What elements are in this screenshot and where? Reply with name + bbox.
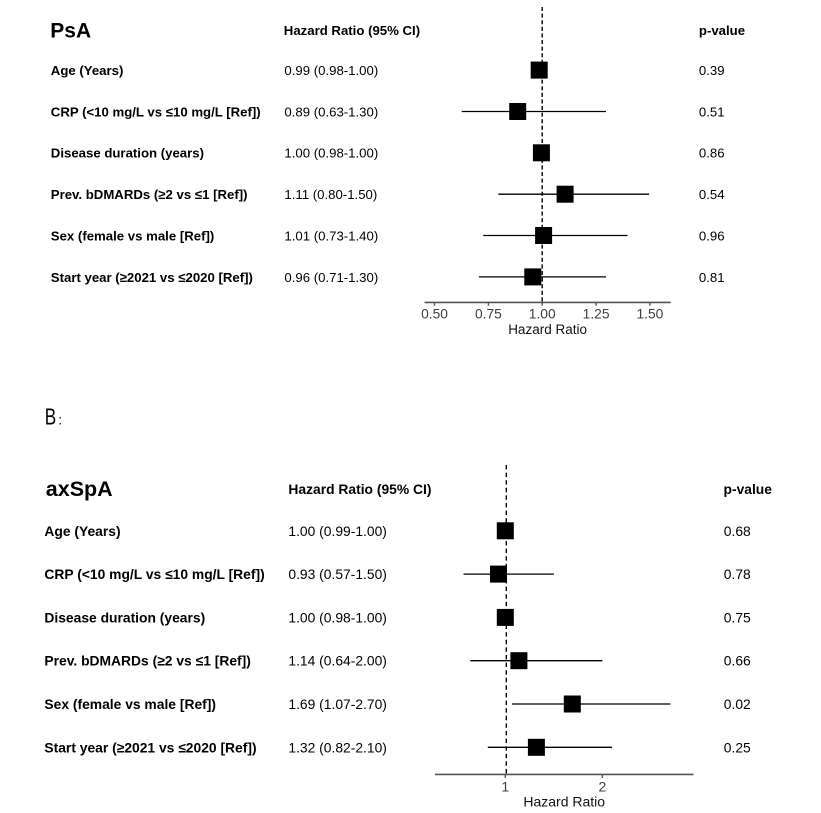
svg-text:0.78: 0.78 bbox=[724, 566, 751, 582]
svg-text:PsA: PsA bbox=[50, 19, 91, 42]
svg-text:Start year (≥2021 vs ≤2020 [Re: Start year (≥2021 vs ≤2020 [Ref]) bbox=[51, 270, 253, 285]
svg-text:0.51: 0.51 bbox=[699, 104, 725, 119]
svg-text:p-value: p-value bbox=[724, 481, 773, 497]
svg-text:0.39: 0.39 bbox=[699, 63, 725, 78]
svg-text:0.66: 0.66 bbox=[724, 653, 751, 669]
svg-text:1.01 (0.73-1.40): 1.01 (0.73-1.40) bbox=[284, 228, 378, 243]
svg-text:p-value: p-value bbox=[699, 23, 745, 38]
svg-text:Hazard Ratio: Hazard Ratio bbox=[523, 794, 605, 810]
svg-text:Hazard Ratio (95% CI): Hazard Ratio (95% CI) bbox=[288, 481, 431, 497]
svg-text:Prev. bDMARDs (≥2 vs ≤1 [Ref]): Prev. bDMARDs (≥2 vs ≤1 [Ref]) bbox=[44, 653, 251, 669]
svg-text:1.11 (0.80-1.50): 1.11 (0.80-1.50) bbox=[284, 187, 377, 202]
svg-text:0.81: 0.81 bbox=[699, 270, 725, 285]
svg-text:0.50: 0.50 bbox=[421, 307, 448, 322]
svg-text:0.99 (0.98-1.00): 0.99 (0.98-1.00) bbox=[284, 63, 378, 78]
svg-text:1.25: 1.25 bbox=[583, 307, 610, 322]
svg-text:axSpA: axSpA bbox=[46, 477, 113, 501]
svg-text:Hazard Ratio: Hazard Ratio bbox=[508, 322, 587, 337]
svg-text:Disease duration (years): Disease duration (years) bbox=[44, 609, 205, 625]
svg-text:B: B bbox=[45, 404, 56, 430]
svg-text:Sex (female vs male [Ref]): Sex (female vs male [Ref]) bbox=[44, 696, 216, 712]
svg-text:0.93 (0.57-1.50): 0.93 (0.57-1.50) bbox=[288, 566, 387, 582]
svg-text:1.14 (0.64-2.00): 1.14 (0.64-2.00) bbox=[288, 653, 387, 669]
svg-text:Hazard Ratio (95% CI): Hazard Ratio (95% CI) bbox=[284, 23, 420, 38]
svg-text:0.96: 0.96 bbox=[699, 228, 725, 243]
svg-text:1.00 (0.99-1.00): 1.00 (0.99-1.00) bbox=[288, 523, 387, 539]
svg-text:CRP (<10 mg/L vs ≤10 mg/L [Ref: CRP (<10 mg/L vs ≤10 mg/L [Ref]) bbox=[44, 566, 264, 582]
svg-text:1.69 (1.07-2.70): 1.69 (1.07-2.70) bbox=[288, 696, 387, 712]
svg-text:Start year (≥2021 vs ≤2020 [Re: Start year (≥2021 vs ≤2020 [Ref]) bbox=[44, 739, 256, 755]
svg-text:0.25: 0.25 bbox=[724, 739, 751, 755]
svg-text:Disease duration (years): Disease duration (years) bbox=[51, 146, 204, 161]
svg-text:0.75: 0.75 bbox=[724, 609, 751, 625]
svg-text:Sex (female vs male [Ref]): Sex (female vs male [Ref]) bbox=[51, 228, 214, 243]
svg-text:0.68: 0.68 bbox=[724, 523, 751, 539]
svg-text:Prev. bDMARDs (≥2 vs ≤1 [Ref]): Prev. bDMARDs (≥2 vs ≤1 [Ref]) bbox=[51, 187, 248, 202]
svg-text::: : bbox=[58, 411, 62, 427]
svg-text:0.54: 0.54 bbox=[699, 187, 725, 202]
svg-text:1.00 (0.98-1.00): 1.00 (0.98-1.00) bbox=[284, 146, 378, 161]
svg-text:1.00: 1.00 bbox=[529, 307, 556, 322]
svg-text:2: 2 bbox=[599, 779, 607, 795]
svg-text:Age (Years): Age (Years) bbox=[44, 523, 120, 539]
svg-text:0.86: 0.86 bbox=[699, 146, 725, 161]
svg-text:0.02: 0.02 bbox=[724, 696, 751, 712]
svg-text:CRP (<10 mg/L vs ≤10 mg/L [Ref: CRP (<10 mg/L vs ≤10 mg/L [Ref]) bbox=[51, 104, 261, 119]
svg-text:0.96 (0.71-1.30): 0.96 (0.71-1.30) bbox=[284, 270, 378, 285]
svg-text:1.00 (0.98-1.00): 1.00 (0.98-1.00) bbox=[288, 609, 387, 625]
svg-text:0.75: 0.75 bbox=[475, 307, 502, 322]
svg-text:1: 1 bbox=[501, 779, 509, 795]
svg-text:Age (Years): Age (Years) bbox=[51, 63, 124, 78]
svg-text:0.89 (0.63-1.30): 0.89 (0.63-1.30) bbox=[284, 104, 378, 119]
svg-text:1.50: 1.50 bbox=[636, 307, 663, 322]
svg-text:1.32 (0.82-2.10): 1.32 (0.82-2.10) bbox=[288, 739, 387, 755]
